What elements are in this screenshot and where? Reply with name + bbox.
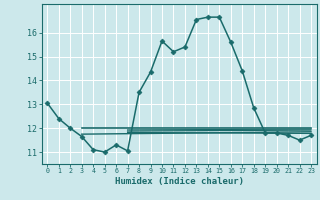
X-axis label: Humidex (Indice chaleur): Humidex (Indice chaleur) [115,177,244,186]
